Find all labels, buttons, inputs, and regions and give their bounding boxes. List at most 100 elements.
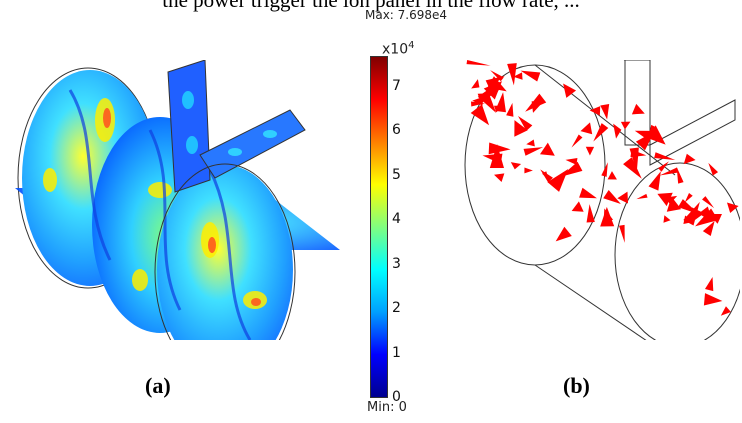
cone — [585, 146, 595, 156]
colorbar-max-label: Max: 7.698e4 — [365, 8, 448, 22]
cone — [506, 102, 514, 117]
cone — [708, 162, 719, 176]
cone — [579, 187, 597, 199]
cone — [489, 144, 504, 169]
cone — [600, 104, 610, 120]
front-cylinder-rim — [614, 162, 740, 340]
cone — [663, 215, 671, 223]
colorbar-tick-label: 7 — [392, 78, 401, 94]
cone — [555, 226, 572, 242]
cone — [580, 122, 593, 135]
force-cones — [466, 60, 739, 316]
panel-b-label: (b) — [563, 373, 590, 398]
cone — [593, 123, 609, 142]
colorbar-tick-label: 1 — [392, 344, 401, 361]
cone — [547, 168, 569, 192]
cropped-top-caption: the power trigger the ion panel in the f… — [162, 0, 580, 12]
cone — [477, 93, 495, 104]
cone — [526, 139, 535, 147]
cone — [560, 161, 583, 177]
cone — [523, 147, 544, 156]
cone — [607, 171, 617, 180]
cone — [613, 123, 622, 139]
colorbar-min-label: Min: 0 — [367, 400, 407, 415]
colorbar-tick-label: 6 — [392, 122, 401, 139]
colorbar-tick-label: 3 — [392, 255, 401, 272]
cone — [531, 101, 544, 113]
cone — [691, 207, 705, 222]
cone — [563, 83, 577, 98]
cone — [702, 220, 715, 237]
cone — [586, 204, 595, 223]
cone — [617, 191, 629, 204]
cone — [704, 277, 714, 292]
cone — [470, 104, 490, 126]
horizontal-waveguide — [199, 109, 306, 179]
blue-streaks — [68, 89, 252, 340]
cone — [495, 92, 506, 113]
cone — [645, 125, 666, 145]
front-cylinder-rim — [154, 163, 296, 340]
cone — [466, 60, 491, 66]
colorbar — [370, 56, 388, 398]
cylinder-edge-bottom — [534, 264, 647, 340]
cone — [631, 103, 645, 115]
cone — [494, 173, 505, 182]
colorbar-multiplier: x104 — [382, 40, 415, 58]
cone — [510, 162, 522, 170]
cone — [488, 142, 511, 155]
cone — [601, 162, 608, 177]
cone — [513, 72, 523, 80]
panel-b-cone-plot — [445, 60, 740, 340]
horizontal-waveguide — [649, 99, 736, 166]
cone — [524, 167, 533, 174]
cone — [720, 306, 731, 316]
cone — [589, 106, 601, 116]
cone — [603, 189, 621, 204]
cylinder-edge-top — [534, 64, 676, 176]
panel-a-slice-plot — [10, 60, 350, 340]
cone — [471, 79, 480, 89]
cone — [683, 215, 695, 225]
cone — [698, 206, 713, 222]
cone — [620, 121, 631, 130]
cone — [703, 293, 723, 306]
cone — [666, 195, 678, 205]
cone — [507, 63, 517, 86]
cone — [683, 153, 696, 165]
cone — [600, 206, 615, 227]
colorbar-tick-label: 0 — [392, 389, 401, 405]
cone — [571, 134, 583, 148]
cone — [619, 224, 625, 243]
cone — [539, 142, 555, 156]
cone — [636, 193, 648, 200]
cone — [630, 149, 647, 158]
cone — [708, 213, 722, 224]
cone — [702, 196, 715, 209]
cone — [514, 120, 528, 137]
cone — [635, 131, 655, 151]
cone — [571, 201, 584, 212]
cone — [657, 192, 673, 207]
cone — [490, 70, 504, 82]
cone — [518, 115, 533, 131]
cone — [565, 158, 578, 165]
panel-a-label: (a) — [145, 373, 171, 398]
colorbar-tick-label: 5 — [392, 166, 401, 183]
cone — [658, 161, 669, 172]
vertical-waveguide — [167, 60, 211, 193]
cone — [654, 152, 676, 161]
colorbar-tick-label: 4 — [392, 211, 401, 228]
cone — [490, 86, 501, 95]
cone — [623, 157, 642, 179]
cone — [659, 167, 679, 176]
cone — [470, 101, 486, 107]
cone — [726, 202, 739, 214]
cone — [520, 70, 541, 82]
colorbar-tick-label: 2 — [392, 300, 401, 317]
cone — [648, 171, 661, 191]
cone — [676, 166, 684, 184]
cone — [542, 171, 550, 181]
cone — [684, 192, 693, 203]
